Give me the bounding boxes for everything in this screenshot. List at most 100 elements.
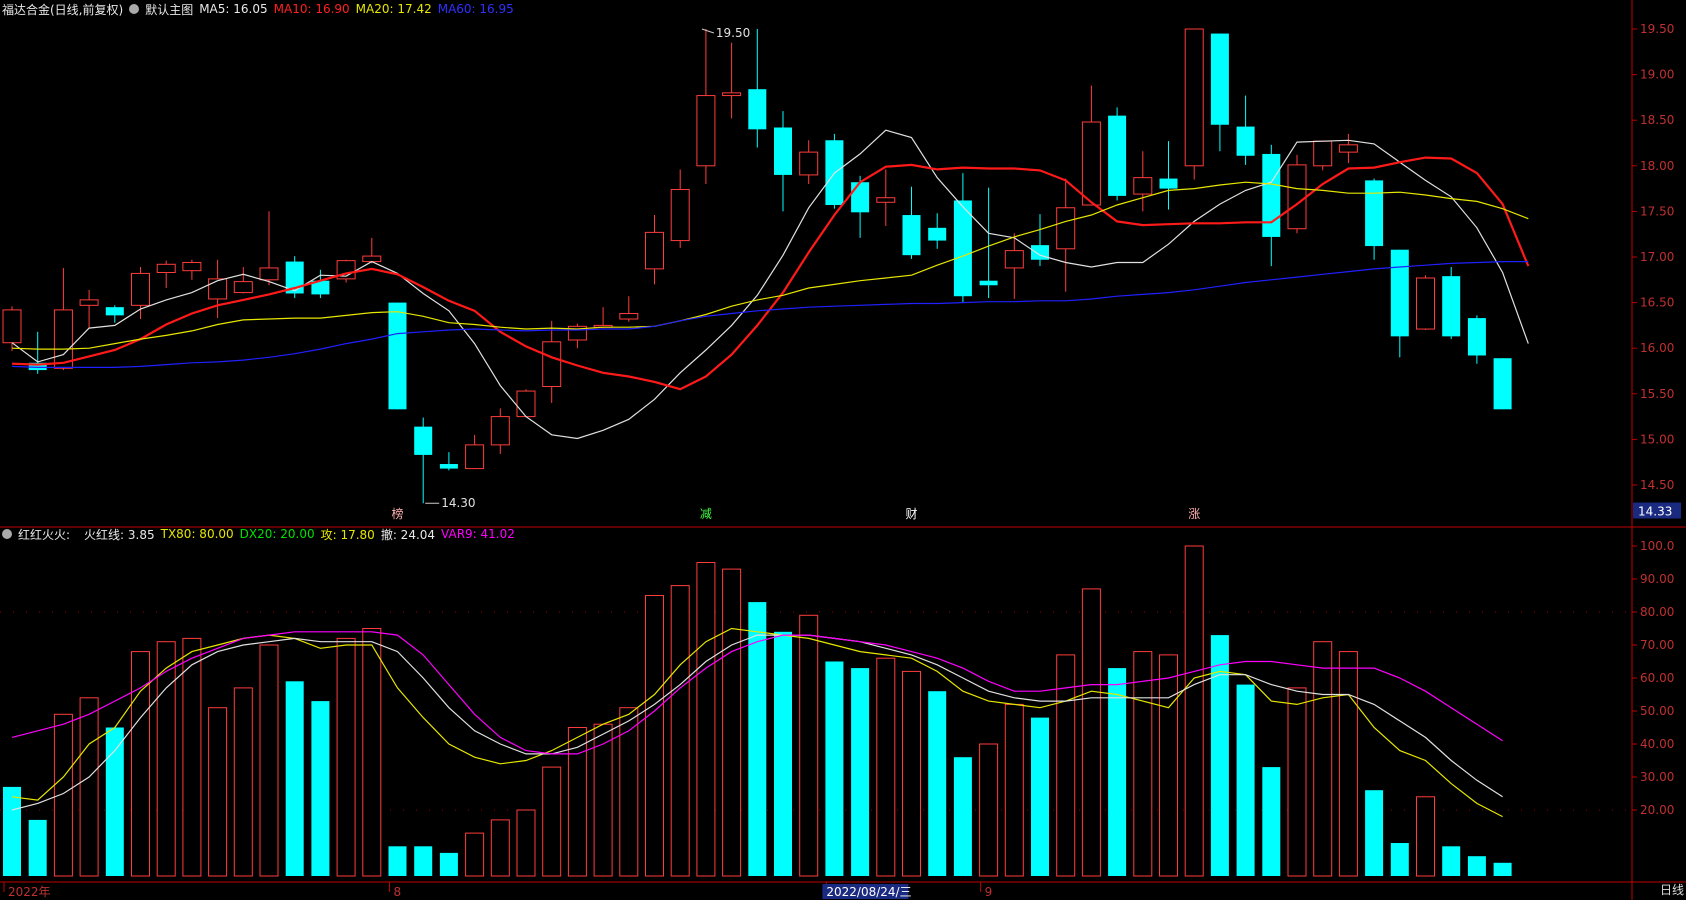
candle-body xyxy=(439,464,458,469)
indicator-bar xyxy=(79,697,99,877)
candle-body xyxy=(1313,140,1333,167)
min-price-label: 14.30 xyxy=(441,496,475,510)
indicator-bar xyxy=(53,713,73,877)
event-mark: 减 xyxy=(700,507,712,521)
candle-body xyxy=(1493,358,1512,410)
candle-body xyxy=(748,89,767,130)
main-chart-header: 福达合金(日线,前复权) 默认主图 MA5: 16.05 MA10: 16.90… xyxy=(2,1,514,17)
indicator-bar xyxy=(1416,796,1435,877)
candle-body xyxy=(953,200,972,297)
sub-tick-label: 100.0 xyxy=(1640,539,1674,553)
indicator-bar xyxy=(876,657,896,877)
indicator-bar xyxy=(1081,588,1101,877)
indicator-bar xyxy=(1056,654,1076,877)
indicator-bar xyxy=(542,766,562,877)
indicator-bar xyxy=(362,628,382,877)
candle-body xyxy=(233,281,253,294)
date-label: 9 xyxy=(985,885,993,899)
indicator-bar xyxy=(696,562,716,877)
indicator-bar xyxy=(3,786,21,876)
indicator-bar xyxy=(902,670,921,877)
candle-body xyxy=(1159,178,1178,189)
candle-body xyxy=(799,151,819,176)
indicator-bar xyxy=(105,727,124,876)
indicator-bar xyxy=(567,727,587,877)
indicator-bar xyxy=(388,846,407,876)
price-tick-label: 18.00 xyxy=(1640,159,1674,173)
candle-body xyxy=(1467,318,1486,356)
price-tick-label: 16.50 xyxy=(1640,296,1674,310)
current-price-label: 14.33 xyxy=(1638,505,1672,519)
price-tick-label: 19.50 xyxy=(1640,22,1674,36)
candle-body xyxy=(1262,153,1281,237)
sub-tick-label: 90.00 xyxy=(1640,572,1674,586)
price-tick-label: 18.50 xyxy=(1640,113,1674,127)
indicator-bar xyxy=(1236,684,1255,876)
indicator-bar xyxy=(1108,668,1127,876)
indicator-bar xyxy=(825,661,844,876)
candle-body xyxy=(1287,164,1307,230)
ma5-readout: MA5: 16.05 xyxy=(199,2,268,16)
candle-body xyxy=(1184,28,1204,167)
template-label[interactable]: 默认主图 xyxy=(145,2,194,17)
price-tick-label: 19.00 xyxy=(1640,68,1674,82)
ma-line-ma5 xyxy=(11,129,1529,440)
indicator-bar xyxy=(1442,846,1461,876)
candle-body xyxy=(516,390,536,418)
indicator-bar xyxy=(208,707,228,877)
candle-body xyxy=(362,255,382,263)
candle-body xyxy=(490,416,510,446)
event-mark: 榜 xyxy=(391,506,403,521)
current-price-box xyxy=(1633,502,1681,519)
ma20-readout: MA20: 17.42 xyxy=(355,2,432,16)
candle-body xyxy=(645,231,664,270)
indicator-bar xyxy=(1493,862,1512,876)
candle-body xyxy=(1004,250,1024,269)
candle-body xyxy=(1390,249,1409,337)
candle-body xyxy=(311,280,330,295)
indicator-line-3 xyxy=(11,631,1503,755)
period-label[interactable]: 日线 xyxy=(1659,883,1684,897)
ma60-readout: MA60: 16.95 xyxy=(437,2,514,16)
sub-tick-label: 80.00 xyxy=(1640,605,1674,619)
indicator-bar xyxy=(851,668,870,876)
indicator-bar xyxy=(1467,856,1486,876)
indicator-bar xyxy=(799,614,819,877)
var9-readout: VAR9: 41.02 xyxy=(441,527,515,541)
indicator-bar xyxy=(979,743,999,877)
price-tick-label: 16.00 xyxy=(1640,341,1674,355)
settings-dot-icon[interactable] xyxy=(129,4,140,14)
sub-tick-label: 60.00 xyxy=(1640,671,1674,685)
candle-body xyxy=(1416,277,1435,330)
candle-body xyxy=(876,197,896,203)
candle-body xyxy=(388,302,407,410)
indicator-bar xyxy=(414,846,433,876)
candle-body xyxy=(928,227,947,241)
event-mark: 涨 xyxy=(1188,506,1200,521)
tx80-readout: TX80: 80.00 xyxy=(160,527,234,541)
indicator-bar xyxy=(953,757,972,876)
indicator-bar xyxy=(670,585,690,877)
candle-body xyxy=(1081,121,1101,206)
candle-body xyxy=(722,92,742,97)
candle-body xyxy=(902,215,921,256)
indicator-bar xyxy=(182,637,202,877)
candle-body xyxy=(285,261,304,294)
indicator-settings-icon[interactable] xyxy=(2,529,12,539)
stock-title[interactable]: 福达合金(日线,前复权) xyxy=(2,2,124,17)
indicator-bar xyxy=(1184,545,1204,877)
candle-body xyxy=(851,182,870,213)
che-readout: 撤: 24.04 xyxy=(380,527,436,542)
indicator-bar xyxy=(285,681,304,876)
indicator-title[interactable]: 红红火火: xyxy=(18,527,71,542)
candle-body xyxy=(1338,144,1358,153)
indicator-bar xyxy=(619,707,639,877)
price-tick-label: 15.50 xyxy=(1640,387,1674,401)
indicator-bar xyxy=(1365,790,1384,876)
candle-body xyxy=(208,278,228,300)
indicator-bar xyxy=(1338,651,1358,877)
indicator-bar xyxy=(774,631,792,876)
candle-body xyxy=(28,362,47,371)
indicator-bar xyxy=(28,819,47,876)
sub-chart-header: 红红火火: 火红线: 3.85 TX80: 80.00 DX20: 20.00 … xyxy=(2,526,515,542)
